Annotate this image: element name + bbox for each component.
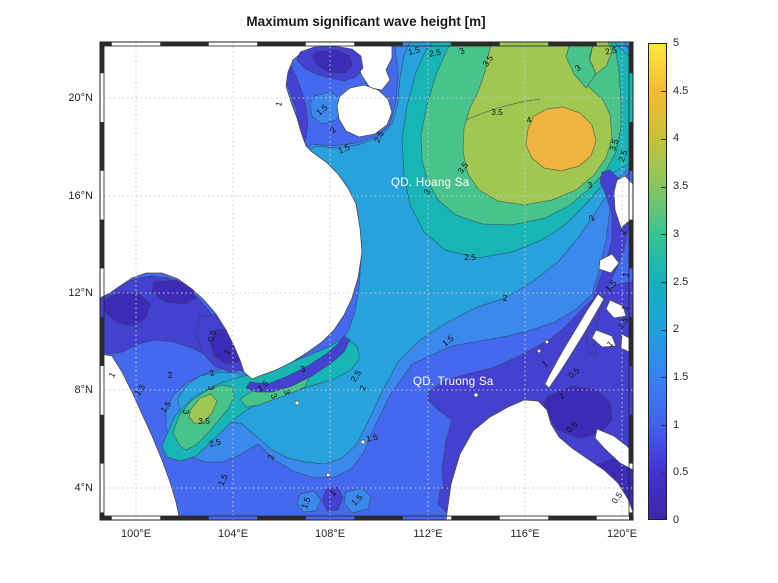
borneo	[445, 399, 633, 520]
x-tick-label-0: 100°E	[120, 528, 152, 540]
island-dot-5	[544, 339, 550, 345]
colorbar-tick-5: 2.5	[673, 275, 689, 288]
colorbar-tick-8: 1	[673, 418, 680, 431]
plot-title: Maximum significant wave height [m]	[246, 14, 486, 29]
colorbar-dash	[661, 91, 666, 93]
band-3p5-sw	[188, 393, 218, 425]
delta-coast-low	[245, 335, 351, 393]
colorbar-dash	[661, 282, 666, 283]
island-dot-1	[360, 439, 366, 445]
colorbar	[648, 43, 667, 520]
colorbar-tick-0: 5	[673, 37, 680, 49]
tonkin-b3-patch	[309, 91, 343, 125]
island-dot-2	[473, 392, 479, 398]
colorbar-dash	[661, 234, 666, 236]
colorbar-tick-1: 4.5	[673, 84, 689, 97]
tonkin-top-patch-core	[311, 49, 353, 74]
contour-label-35: 2	[166, 369, 174, 381]
colorbar-tick-6: 2	[673, 323, 680, 336]
x-tick-label-2: 108°E	[314, 528, 346, 540]
colorbar-dash	[661, 425, 666, 427]
bottom-purple-blob	[321, 486, 344, 512]
colorbar-dash	[661, 186, 666, 188]
contour-label-6: 2.5	[428, 46, 442, 59]
contour-label-40: 3	[181, 409, 192, 415]
contour-label-19: 2.5	[464, 251, 476, 262]
y-tick-label-4: 4°N	[74, 482, 93, 494]
contour-label-20: 2	[502, 292, 508, 303]
colorbar-tick-4: 3	[673, 227, 680, 240]
colorbar-dash	[661, 377, 666, 379]
gridlines	[100, 42, 633, 520]
map-frame	[99, 41, 634, 521]
contour-label-41: 3	[206, 385, 217, 391]
contour-line-3p5	[465, 98, 541, 121]
island-dot-6	[325, 472, 331, 478]
colorbar-tick-7: 1.5	[673, 370, 689, 383]
place-label-0: QD. Hoang Sa	[391, 177, 470, 189]
island-dot-3	[294, 400, 300, 406]
colorbar-tick-2: 4	[673, 132, 680, 145]
x-tick-label-5: 120°E	[606, 528, 638, 540]
visayas-1	[605, 299, 627, 319]
colorbar-dash	[661, 138, 666, 140]
mindoro	[598, 253, 620, 274]
contour-label-11: 3.5	[491, 106, 503, 117]
x-tick-label-4: 116°E	[510, 528, 540, 540]
contour-label-10: 2.5	[604, 44, 618, 57]
contour-label-42: 3.5	[198, 415, 210, 426]
island-dot-4	[536, 348, 542, 354]
contour-label-15: 3	[586, 179, 594, 191]
colorbar-tick-10: 0	[673, 514, 680, 526]
colorbar-dash	[661, 472, 666, 474]
y-tick-label-2: 12°N	[68, 287, 93, 299]
malay-peninsula	[100, 353, 181, 520]
gulf-thailand-min2	[151, 279, 197, 305]
visayas-2	[591, 329, 617, 348]
place-label-1: QD. Truong Sa	[413, 376, 494, 388]
y-tick-label-3: 8°N	[74, 384, 93, 396]
palawan	[544, 293, 605, 389]
band-4-max	[525, 106, 597, 172]
colorbar-tick-9: 0.5	[673, 466, 689, 479]
y-tick-label-0: 20°N	[68, 92, 93, 104]
ne-borneo-lobe	[594, 428, 633, 471]
hainan-island	[336, 84, 393, 138]
contour-label-55: 1.5	[365, 431, 379, 444]
colorbar-dash	[661, 329, 666, 331]
y-tick-label-1: 16°N	[68, 190, 93, 202]
bottom-b3-patch1	[296, 490, 322, 513]
colorbar-tick-3: 3.5	[673, 180, 689, 193]
x-tick-label-3: 112°E	[413, 528, 443, 540]
x-tick-label-1: 104°E	[217, 528, 249, 540]
